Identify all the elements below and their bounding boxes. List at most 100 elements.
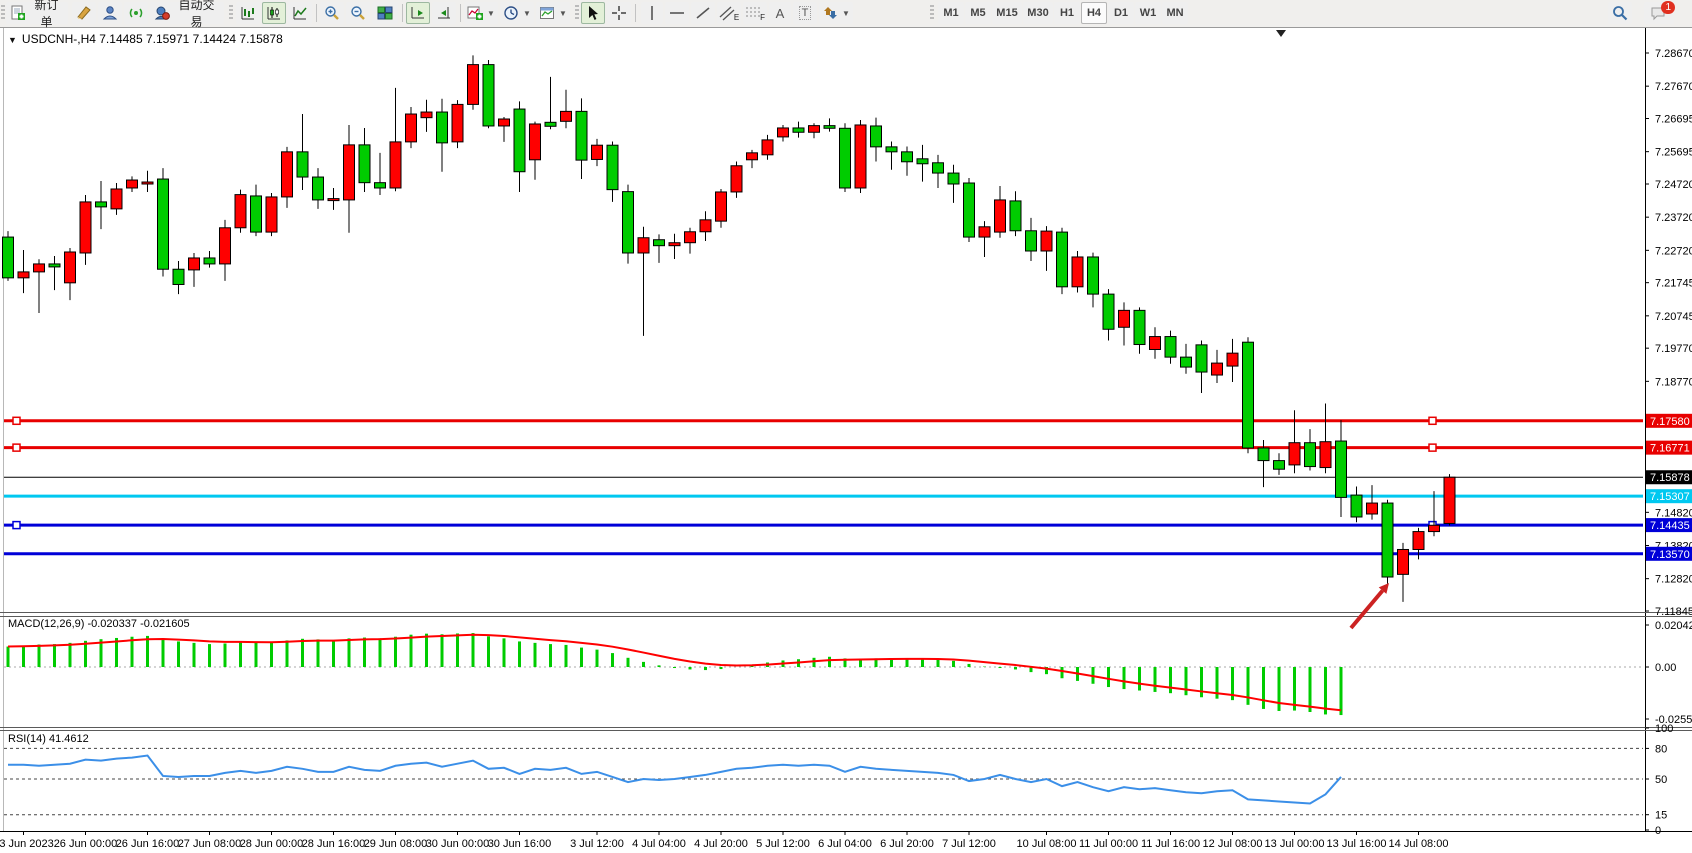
horizontal-line-tool[interactable] (665, 2, 689, 24)
svg-text:7.27670: 7.27670 (1655, 81, 1692, 93)
tab-timeframe-M5[interactable]: M5 (965, 2, 991, 24)
svg-text:7.28670: 7.28670 (1655, 48, 1692, 60)
templates-button[interactable]: ▼ (536, 2, 570, 24)
svg-text:15: 15 (1655, 810, 1667, 822)
equidistant-channel-tool[interactable]: E (717, 2, 741, 24)
line-drag-handle[interactable] (12, 416, 21, 426)
toolbar-separator (460, 4, 461, 22)
chart-shift-button[interactable] (432, 2, 456, 24)
chart-canvas[interactable]: 7.28670 7.27670 7.26695 7.25695 7.24720 7.237… (0, 27, 1692, 853)
autotrade-button[interactable]: 自动交易 (150, 0, 224, 29)
candlestick-chart-button[interactable] (262, 2, 286, 24)
periods-button[interactable]: ▼ (500, 2, 534, 24)
toolbar-grip[interactable] (1, 5, 5, 21)
tab-timeframe-M15[interactable]: M15 (992, 2, 1022, 24)
auto-scroll-icon (410, 5, 426, 21)
arrows-tool[interactable]: ▼ (819, 2, 853, 24)
svg-text:7.26695: 7.26695 (1655, 113, 1692, 125)
indicators-button[interactable]: ▼ (464, 2, 498, 24)
indicators-icon (467, 5, 484, 21)
profile-button[interactable] (98, 2, 122, 24)
svg-text:30 Jun 00:00: 30 Jun 00:00 (426, 838, 490, 850)
auto-scroll-button[interactable] (406, 2, 430, 24)
horizontal-lines[interactable] (4, 416, 1643, 556)
chart-title-row: ▼ USDCNH-,H4 7.14485 7.15971 7.14424 7.15… (8, 32, 283, 46)
line-chart-button[interactable] (288, 2, 312, 24)
search-icon (1612, 5, 1628, 21)
tab-timeframe-D1[interactable]: D1 (1108, 2, 1134, 24)
zoom-in-button[interactable] (320, 2, 344, 24)
line-drag-handle[interactable] (1428, 416, 1437, 426)
svg-text:7.12820: 7.12820 (1655, 574, 1692, 586)
svg-text:7.11845: 7.11845 (1655, 606, 1692, 618)
styler-button[interactable] (72, 2, 96, 24)
chart-shift-marker[interactable] (1276, 30, 1286, 37)
autotrade-label: 自动交易 (178, 0, 215, 29)
tab-timeframe-M1[interactable]: M1 (938, 2, 964, 24)
svg-text:7.18770: 7.18770 (1655, 376, 1692, 388)
svg-text:7.15878: 7.15878 (1650, 472, 1690, 484)
tab-timeframe-M30[interactable]: M30 (1023, 2, 1053, 24)
line-drag-handle[interactable] (12, 443, 21, 452)
toolbar-grip[interactable] (575, 5, 579, 21)
new-order-label: 新订单 (34, 0, 59, 29)
toolbar-grip[interactable] (930, 5, 934, 21)
line-drag-handle[interactable] (1428, 443, 1437, 452)
signal-button[interactable] (124, 2, 148, 24)
line-drag-handle[interactable] (12, 520, 21, 530)
arrow-annotation[interactable] (1349, 583, 1389, 630)
profile-icon (102, 5, 118, 21)
rsi-indicator-label: RSI(14) 41.4612 (8, 733, 89, 745)
svg-text:14 Jul 08:00: 14 Jul 08:00 (1389, 838, 1449, 850)
crosshair-button[interactable] (607, 2, 631, 24)
chevron-down-icon: ▼ (523, 8, 531, 18)
trendline-tool[interactable] (691, 2, 715, 24)
vertical-line-icon (645, 5, 659, 21)
label-tool[interactable]: T (793, 2, 817, 24)
toolbar-separator (402, 4, 403, 22)
svg-text:7.21745: 7.21745 (1655, 278, 1692, 290)
fibonacci-tool[interactable]: F (743, 2, 767, 24)
text-tool[interactable]: A (769, 2, 791, 24)
svg-text:80: 80 (1655, 743, 1667, 755)
svg-text:28 Jun 16:00: 28 Jun 16:00 (302, 838, 366, 850)
tab-timeframe-MN[interactable]: MN (1162, 2, 1188, 24)
price-axis[interactable]: 7.28670 7.27670 7.26695 7.25695 7.24720 7.237… (1645, 48, 1692, 837)
svg-text:29 Jun 08:00: 29 Jun 08:00 (364, 838, 428, 850)
chevron-down-icon: ▼ (487, 8, 495, 18)
tab-timeframe-W1[interactable]: W1 (1135, 2, 1161, 24)
svg-text:23 Jun 2023: 23 Jun 2023 (0, 838, 54, 850)
bar-chart-icon (240, 5, 256, 21)
toolbar-grip[interactable] (229, 5, 233, 21)
trendline-icon (695, 5, 711, 21)
svg-text:7.13570: 7.13570 (1650, 549, 1690, 561)
fibonacci-icon (745, 5, 761, 21)
vertical-line-tool[interactable] (641, 2, 663, 24)
channel-glyph: E (733, 12, 740, 22)
tile-windows-icon (377, 5, 393, 21)
svg-text:30 Jun 16:00: 30 Jun 16:00 (488, 838, 552, 850)
tile-windows-button[interactable] (372, 2, 398, 24)
svg-text:7.25695: 7.25695 (1655, 147, 1692, 159)
new-order-button[interactable]: 新订单 (6, 0, 68, 29)
search-button[interactable] (1608, 2, 1632, 24)
text-tool-glyph: A (775, 5, 785, 21)
chart-menu-icon[interactable]: ▼ (8, 35, 17, 45)
arrows-icon (822, 5, 838, 21)
chat-button[interactable]: 1 (1644, 1, 1675, 24)
new-order-icon (10, 5, 26, 21)
candles-layer (2, 55, 1456, 602)
label-tool-glyph: T (798, 6, 812, 20)
cursor-button[interactable] (581, 2, 605, 24)
svg-text:3 Jul 12:00: 3 Jul 12:00 (570, 838, 624, 850)
svg-text:6 Jul 20:00: 6 Jul 20:00 (880, 838, 934, 850)
svg-text:4 Jul 20:00: 4 Jul 20:00 (694, 838, 748, 850)
candlestick-chart-icon (266, 5, 282, 21)
svg-text:7.22720: 7.22720 (1655, 245, 1692, 257)
bar-chart-button[interactable] (236, 2, 260, 24)
svg-text:12 Jul 08:00: 12 Jul 08:00 (1203, 838, 1263, 850)
zoom-out-button[interactable] (346, 2, 370, 24)
tab-timeframe-H1[interactable]: H1 (1054, 2, 1080, 24)
tab-timeframe-H4[interactable]: H4 (1081, 2, 1107, 24)
